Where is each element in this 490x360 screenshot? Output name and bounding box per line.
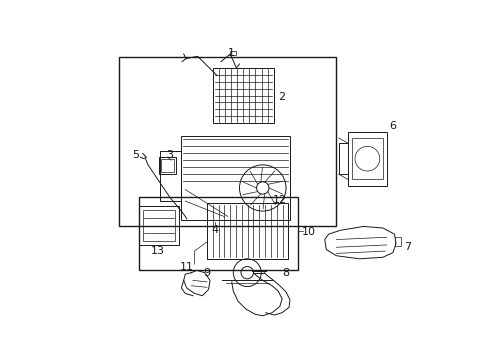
Text: 7: 7 <box>404 242 411 252</box>
Bar <box>143 210 175 241</box>
Bar <box>161 159 173 172</box>
Text: 12: 12 <box>273 194 287 204</box>
Bar <box>207 203 288 259</box>
Text: 3: 3 <box>166 150 173 160</box>
Bar <box>120 57 336 226</box>
Bar <box>139 197 297 270</box>
Text: 2: 2 <box>278 92 286 102</box>
Text: 9: 9 <box>203 267 211 278</box>
Bar <box>348 132 387 186</box>
Bar <box>352 138 383 180</box>
Bar <box>181 136 290 220</box>
Bar <box>213 68 273 123</box>
Bar <box>160 151 181 201</box>
Text: 8: 8 <box>282 267 290 278</box>
Bar <box>394 237 401 247</box>
Text: 13: 13 <box>151 246 165 256</box>
Text: 5: 5 <box>132 150 139 160</box>
Text: 10: 10 <box>302 227 316 237</box>
Text: 11: 11 <box>180 261 194 271</box>
Text: 4: 4 <box>211 225 218 235</box>
Text: 6: 6 <box>390 121 396 131</box>
Bar <box>230 51 236 55</box>
Bar <box>159 157 176 174</box>
Bar <box>139 206 179 245</box>
Text: 1: 1 <box>228 48 235 58</box>
